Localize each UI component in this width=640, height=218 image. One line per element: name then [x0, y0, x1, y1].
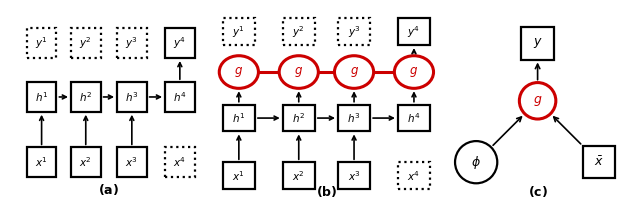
Bar [338, 18, 370, 45]
Text: $\mathbf{(a)}$: $\mathbf{(a)}$ [99, 182, 119, 197]
Bar [398, 105, 430, 131]
Text: $\mathit{x}^{4}$: $\mathit{x}^{4}$ [173, 155, 186, 169]
Text: $\mathit{h}^{3}$: $\mathit{h}^{3}$ [348, 111, 361, 125]
Bar [283, 162, 315, 189]
Text: $\mathit{y}^{1}$: $\mathit{y}^{1}$ [232, 24, 245, 40]
Bar [398, 162, 430, 189]
Text: $\mathit{y}^{3}$: $\mathit{y}^{3}$ [125, 35, 138, 51]
Bar [165, 82, 195, 112]
Circle shape [394, 56, 433, 88]
Bar [283, 105, 315, 131]
Text: $\mathit{y}^{3}$: $\mathit{y}^{3}$ [348, 24, 360, 40]
Text: $\mathit{y}^{1}$: $\mathit{y}^{1}$ [35, 35, 48, 51]
Bar [27, 147, 56, 177]
Text: $\mathit{y}^{2}$: $\mathit{y}^{2}$ [292, 24, 305, 40]
Text: $\mathit{h}^{2}$: $\mathit{h}^{2}$ [79, 90, 92, 104]
Bar [117, 147, 147, 177]
Text: $g$: $g$ [349, 65, 358, 79]
Text: $\mathit{x}^{2}$: $\mathit{x}^{2}$ [79, 155, 92, 169]
Text: $\mathit{y}^{2}$: $\mathit{y}^{2}$ [79, 35, 92, 51]
Bar [165, 147, 195, 177]
Text: $\mathit{x}^{3}$: $\mathit{x}^{3}$ [125, 155, 138, 169]
Bar [583, 146, 616, 179]
Bar [398, 18, 430, 45]
Bar [338, 162, 370, 189]
Bar [223, 18, 255, 45]
Text: $\mathit{h}^{4}$: $\mathit{h}^{4}$ [407, 111, 420, 125]
Bar [223, 162, 255, 189]
Text: $\mathit{h}^{1}$: $\mathit{h}^{1}$ [35, 90, 48, 104]
Text: $g$: $g$ [234, 65, 243, 79]
Bar [71, 82, 100, 112]
Bar [71, 147, 100, 177]
Bar [117, 28, 147, 58]
Text: $\mathit{h}^{1}$: $\mathit{h}^{1}$ [232, 111, 246, 125]
Circle shape [335, 56, 374, 88]
Circle shape [220, 56, 259, 88]
Text: $\mathbf{(c)}$: $\mathbf{(c)}$ [527, 184, 548, 199]
Bar [165, 28, 195, 58]
Text: $\mathit{h}^{3}$: $\mathit{h}^{3}$ [125, 90, 138, 104]
Bar [27, 82, 56, 112]
Bar [71, 28, 100, 58]
Text: $\mathit{x}^{4}$: $\mathit{x}^{4}$ [408, 169, 420, 182]
Bar [223, 105, 255, 131]
Text: $\mathit{x}^{3}$: $\mathit{x}^{3}$ [348, 169, 360, 182]
Bar [338, 105, 370, 131]
Text: $\phi$: $\phi$ [471, 154, 481, 171]
Text: $\mathit{h}^{2}$: $\mathit{h}^{2}$ [292, 111, 305, 125]
Text: $y$: $y$ [532, 36, 543, 50]
Bar [117, 82, 147, 112]
Text: $\mathit{x}^{1}$: $\mathit{x}^{1}$ [35, 155, 48, 169]
Text: $\mathit{x}^{2}$: $\mathit{x}^{2}$ [292, 169, 305, 182]
Text: $g$: $g$ [410, 65, 419, 79]
Text: $g$: $g$ [294, 65, 303, 79]
Bar [27, 28, 56, 58]
Circle shape [520, 83, 556, 119]
Text: $\mathit{x}^{1}$: $\mathit{x}^{1}$ [232, 169, 245, 182]
Text: $\bar{\mathit{x}}$: $\bar{\mathit{x}}$ [594, 155, 604, 169]
Bar [521, 27, 554, 60]
Text: $g$: $g$ [533, 94, 542, 108]
Circle shape [279, 56, 318, 88]
Bar [283, 18, 315, 45]
Text: $\mathit{y}^{4}$: $\mathit{y}^{4}$ [173, 35, 186, 51]
Text: $\mathit{h}^{4}$: $\mathit{h}^{4}$ [173, 90, 187, 104]
Text: $\mathbf{(b)}$: $\mathbf{(b)}$ [316, 184, 337, 199]
Text: $\mathit{y}^{4}$: $\mathit{y}^{4}$ [408, 24, 420, 40]
Circle shape [455, 141, 497, 183]
